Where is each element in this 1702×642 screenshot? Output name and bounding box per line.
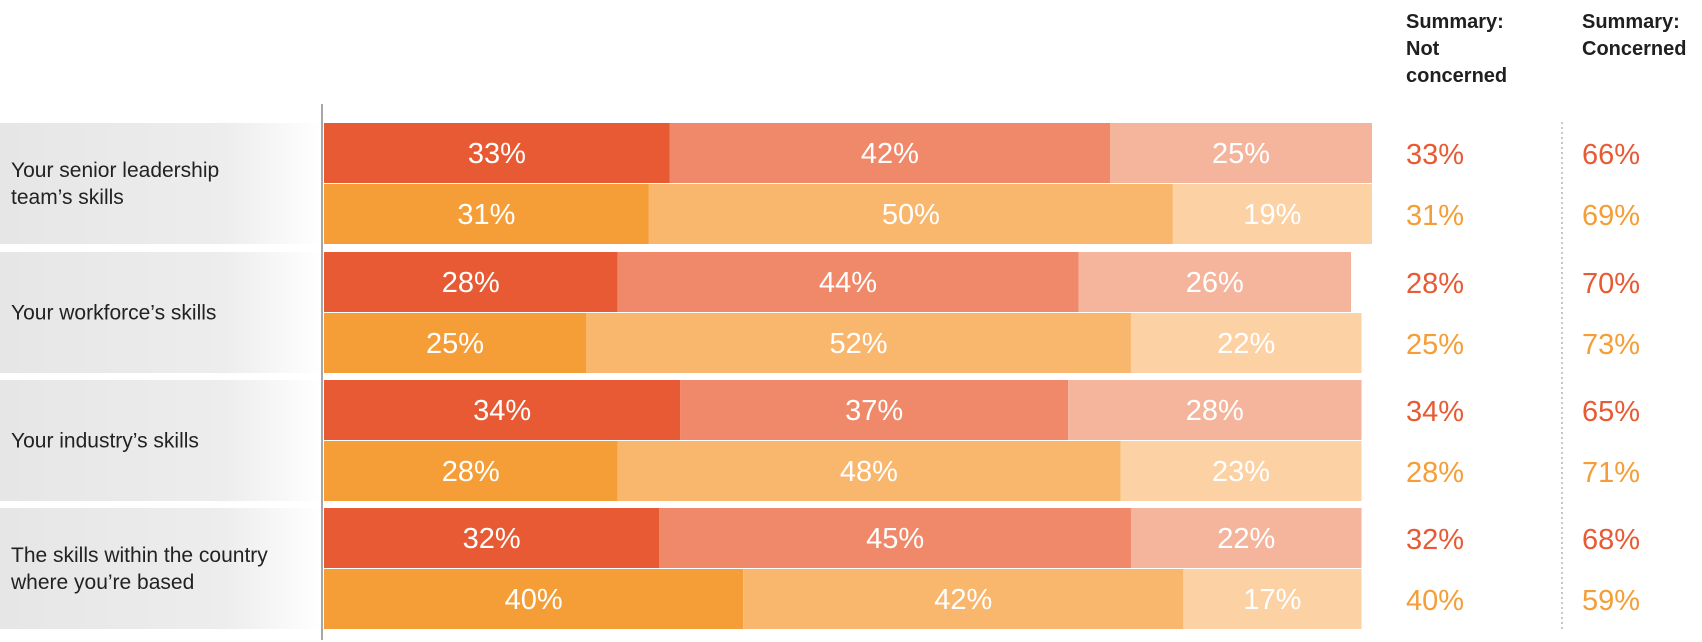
bar-data-label: 37% <box>845 395 903 427</box>
summary-header-not-concerned: Summary: <box>1406 11 1504 33</box>
summary-concerned-value: 68% <box>1582 524 1640 556</box>
bar-data-label: 25% <box>1212 138 1270 170</box>
summary-header-not-concerned: concerned <box>1406 65 1507 87</box>
bar-segment <box>617 252 1079 312</box>
summary-concerned-value: 73% <box>1582 329 1640 361</box>
bar-data-label: 45% <box>866 523 924 555</box>
bar-data-label: 52% <box>829 328 887 360</box>
bar-data-label: 48% <box>840 456 898 488</box>
summary-values: 33% 66% 31% 69% 28% 70% 25% 73% 34% 65% 28% 71% 32% 6… <box>1406 139 1640 617</box>
bar-data-label: 31% <box>457 199 515 231</box>
bar-segments: 33% 42% 25% 31% 50% 19% 28% 44% 26% 25% 52% 22% 34% 3… <box>324 123 1372 629</box>
bar-data-label: 17% <box>1243 584 1301 616</box>
bar-segment <box>324 508 660 568</box>
summary-headers: Summary: Not concerned Summary: Concerned <box>1406 11 1686 87</box>
bar-data-label: 28% <box>1186 395 1244 427</box>
summary-header-not-concerned: Not <box>1406 38 1440 60</box>
summary-concerned-value: 71% <box>1582 457 1640 489</box>
bar-segment <box>324 441 618 501</box>
bar-data-label: 42% <box>861 138 919 170</box>
bar-segment <box>324 184 649 244</box>
bar-segment <box>648 184 1173 244</box>
category-label: Your senior leadership <box>11 159 219 182</box>
bar-data-label: 50% <box>882 199 940 231</box>
summary-header-concerned: Concerned <box>1582 38 1686 60</box>
category-label: Your workforce’s skills <box>11 302 216 325</box>
bar-segment <box>659 508 1131 568</box>
category-label: Your industry’s skills <box>11 430 199 453</box>
summary-not-concerned-value: 33% <box>1406 139 1464 171</box>
bar-segment <box>1068 380 1362 440</box>
bar-data-label: 22% <box>1217 523 1275 555</box>
bar-segment <box>1120 441 1362 501</box>
summary-not-concerned-value: 25% <box>1406 329 1464 361</box>
category-label: team’s skills <box>11 186 124 209</box>
bar-segment <box>324 380 681 440</box>
bar-data-label: 22% <box>1217 328 1275 360</box>
bar-segment <box>324 123 670 183</box>
bar-segment <box>324 569 744 629</box>
bar-segment <box>617 441 1121 501</box>
summary-not-concerned-value: 31% <box>1406 200 1464 232</box>
bar-segment <box>586 313 1131 373</box>
summary-not-concerned-value: 28% <box>1406 268 1464 300</box>
category-labels: Your senior leadership team’s skills Your … <box>10 159 268 594</box>
bar-data-label: 33% <box>468 138 526 170</box>
bar-data-label: 32% <box>463 523 521 555</box>
summary-not-concerned-value: 28% <box>1406 457 1464 489</box>
summary-header-concerned: Summary: <box>1582 11 1680 33</box>
bar-data-label: 34% <box>473 395 531 427</box>
summary-concerned-value: 69% <box>1582 200 1640 232</box>
bar-data-label: 44% <box>819 267 877 299</box>
bar-data-label: 42% <box>934 584 992 616</box>
bar-segment <box>680 380 1069 440</box>
bar-segment <box>669 123 1110 183</box>
row-label-band <box>0 380 322 501</box>
bar-segment <box>1110 123 1372 183</box>
bar-segment <box>1130 313 1362 373</box>
bar-data-label: 19% <box>1243 199 1301 231</box>
summary-not-concerned-value: 40% <box>1406 585 1464 617</box>
summary-concerned-value: 70% <box>1582 268 1640 300</box>
row-label-bands <box>0 123 322 629</box>
summary-concerned-value: 66% <box>1582 139 1640 171</box>
bar-segment <box>324 313 586 373</box>
summary-concerned-value: 59% <box>1582 585 1640 617</box>
bar-segment <box>1078 252 1352 312</box>
bar-data-label: 28% <box>442 267 500 299</box>
bar-segment <box>1130 508 1362 568</box>
bar-segment <box>1183 569 1362 629</box>
bar-data-label: 26% <box>1186 267 1244 299</box>
bar-segment <box>743 569 1184 629</box>
bar-data-label: 25% <box>426 328 484 360</box>
summary-concerned-value: 65% <box>1582 396 1640 428</box>
summary-not-concerned-value: 34% <box>1406 396 1464 428</box>
summary-not-concerned-value: 32% <box>1406 524 1464 556</box>
bar-data-label: 28% <box>442 456 500 488</box>
bar-data-label: 40% <box>505 584 563 616</box>
row-label-band <box>0 123 322 244</box>
category-label: The skills within the country <box>11 544 268 567</box>
bar-segment <box>1172 184 1372 244</box>
bar-data-label: 23% <box>1212 456 1270 488</box>
row-label-band <box>0 508 322 629</box>
row-label-band <box>0 252 322 373</box>
bar-segment <box>324 252 618 312</box>
category-label: where you’re based <box>10 571 194 594</box>
